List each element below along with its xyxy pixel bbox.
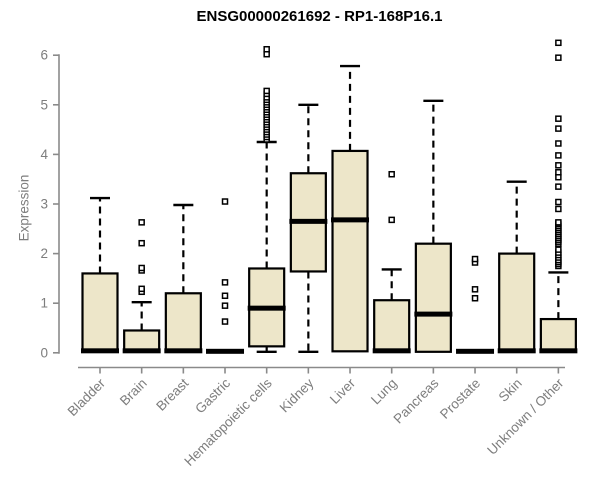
x-tick-label-gastric: Gastric [192, 375, 233, 416]
median-hematopoietic-cells [247, 305, 286, 311]
outlier-point-unknown-other [555, 152, 562, 159]
outlier-point-unknown-other [555, 219, 562, 226]
y-tick-label: 2 [40, 246, 48, 261]
y-tick-label: 3 [40, 197, 48, 212]
box-bladder [81, 272, 119, 353]
x-tick-label-bladder: Bladder [65, 375, 109, 419]
outlier-point-hematopoietic-cells [263, 87, 270, 95]
x-tick-label-brain: Brain [117, 376, 150, 409]
outlier-point-brain [138, 285, 145, 293]
x-tick-label-unknown-other: Unknown / Other [484, 375, 567, 458]
box-liver [331, 149, 369, 353]
x-tick-label-breast: Breast [153, 375, 191, 413]
box-skin [498, 252, 536, 353]
box-lung [373, 299, 411, 353]
outlier-point-brain [138, 219, 145, 226]
box-pancreas [414, 242, 452, 353]
outlier-point-unknown-other [555, 162, 562, 169]
outlier-point-unknown-other [555, 205, 562, 213]
outlier-point-prostate [471, 255, 479, 263]
x-tick-label-prostate: Prostate [437, 376, 483, 422]
median-bladder [81, 348, 119, 354]
y-tick-label: 6 [40, 48, 48, 63]
median-brain [122, 348, 161, 354]
outlier-point-gastric [221, 302, 229, 309]
median-prostate [456, 348, 495, 354]
outlier-point-gastric [221, 198, 229, 205]
outlier-point-brain [138, 239, 145, 247]
outlier-point-lung [388, 216, 395, 224]
outlier-point-unknown-other [555, 115, 562, 122]
median-kidney [289, 218, 328, 224]
x-tick-label-lung: Lung [368, 376, 400, 408]
outlier-point-unknown-other [555, 39, 562, 47]
box-breast [164, 292, 202, 353]
y-tick-label: 0 [40, 345, 48, 360]
median-pancreas [414, 311, 453, 317]
median-liver [331, 217, 370, 223]
outlier-point-hematopoietic-cells [263, 45, 270, 53]
x-tick-label-skin: Skin [496, 376, 525, 405]
outlier-point-unknown-other [555, 54, 562, 61]
y-tick-label: 4 [40, 147, 48, 162]
x-tick-label-pancreas: Pancreas [391, 375, 442, 426]
outlier-point-unknown-other [555, 125, 562, 132]
box-unknown-other [539, 317, 577, 353]
outlier-point-unknown-other [555, 198, 562, 206]
x-tick-label-kidney: Kidney [277, 375, 317, 415]
median-breast [164, 348, 203, 354]
median-unknown-other [539, 348, 578, 354]
outlier-point-unknown-other [555, 140, 562, 147]
x-tick-label-liver: Liver [327, 375, 359, 407]
outlier-point-unknown-other [555, 169, 562, 176]
median-gastric [206, 348, 245, 354]
outlier-point-gastric [221, 318, 229, 325]
outlier-point-unknown-other [555, 183, 562, 190]
y-tick-label: 1 [40, 296, 48, 311]
outlier-point-prostate [471, 286, 479, 293]
outlier-point-brain [138, 264, 145, 272]
y-tick-label: 5 [40, 97, 48, 112]
median-skin [497, 348, 536, 354]
outlier-point-prostate [471, 294, 479, 302]
outlier-point-gastric [221, 292, 229, 300]
median-lung [372, 348, 411, 354]
chart-title: ENSG00000261692 - RP1-168P16.1 [196, 8, 443, 25]
outlier-point-gastric [221, 279, 229, 286]
outlier-point-unknown-other [555, 246, 562, 253]
outlier-point-lung [388, 170, 395, 178]
